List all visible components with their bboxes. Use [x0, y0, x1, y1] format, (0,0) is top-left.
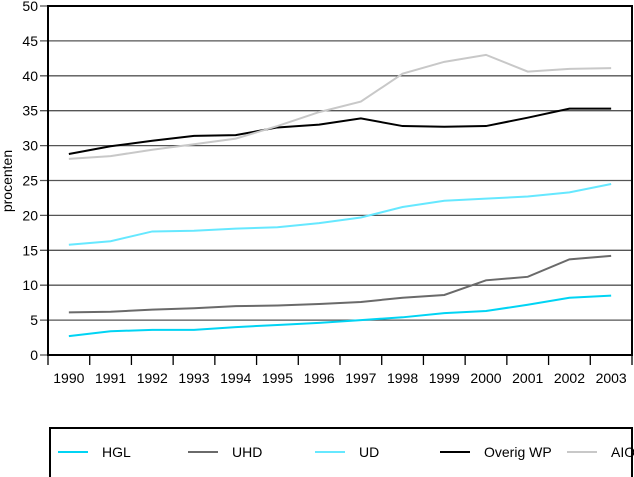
x-tick-label: 1993: [178, 370, 209, 386]
y-tick-label: 35: [22, 103, 38, 119]
x-tick-label: 1997: [345, 370, 376, 386]
legend-box: [49, 427, 633, 477]
series-line-uhd: [68, 254, 612, 314]
y-tick-label: 15: [22, 242, 38, 258]
y-tick-label: 40: [22, 68, 38, 84]
legend-label: HGL: [102, 444, 131, 460]
x-tick-label: 1992: [137, 370, 168, 386]
x-tick-label: 2003: [596, 370, 627, 386]
x-tick-label: 1990: [53, 370, 84, 386]
x-tick-label: 2001: [512, 370, 543, 386]
x-tick-label: 1998: [387, 370, 418, 386]
y-tick-label: 30: [22, 138, 38, 154]
x-tick-label: 1996: [304, 370, 335, 386]
legend: HGL UHD UD Overig WP AIO's: [58, 444, 634, 460]
plot-frame: [47, 5, 633, 356]
series-line-hgl: [68, 294, 612, 338]
y-tick-label: 5: [30, 312, 38, 328]
legend-label: UD: [359, 444, 379, 460]
legend-label: Overig WP: [484, 444, 552, 460]
x-tick-label: 1995: [262, 370, 293, 386]
legend-label: UHD: [232, 444, 262, 460]
x-tick-label: 1994: [220, 370, 251, 386]
series-line-overig-wp: [68, 107, 612, 155]
y-axis-label: procenten: [0, 150, 15, 212]
y-tick-label: 10: [22, 277, 38, 293]
y-tick-label: 45: [22, 33, 38, 49]
series-line-aio-s: [68, 53, 612, 160]
x-tick-label: 1991: [95, 370, 126, 386]
x-tick-label: 2000: [470, 370, 501, 386]
x-tick-label: 1999: [429, 370, 460, 386]
series-line-ud: [68, 183, 612, 246]
y-tick-label: 25: [22, 173, 38, 189]
y-tick-label: 0: [30, 347, 38, 363]
y-tick-label: 50: [22, 0, 38, 14]
y-tick-label: 20: [22, 207, 38, 223]
x-tick-label: 2002: [554, 370, 585, 386]
legend-label: AIO's: [611, 444, 634, 460]
